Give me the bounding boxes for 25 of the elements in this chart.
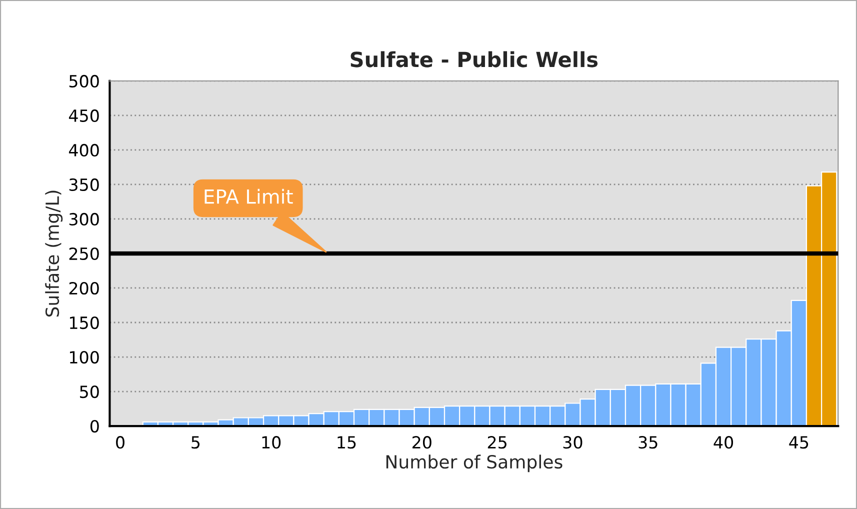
y-tick-label: 150 (70, 316, 99, 330)
y-axis-title: Sulfate (mg/L) (45, 190, 63, 317)
y-tick-label: 450 (68, 109, 99, 122)
y-tick-label: 50 (80, 385, 99, 398)
x-tick-label: 20 (412, 436, 432, 449)
x-tick-label: 15 (338, 436, 356, 449)
y-tick-label: 0 (90, 420, 99, 433)
ref-line-label: EPA Limit (204, 188, 293, 204)
y-tick-label: 250 (69, 247, 99, 260)
y-tick-label: 300 (69, 212, 99, 226)
x-tick-label: 5 (192, 436, 200, 449)
x-tick-label: 40 (714, 436, 734, 449)
y-tick-label: 500 (69, 74, 99, 88)
x-tick-label: 35 (638, 436, 658, 449)
y-tick-label: 350 (69, 178, 99, 192)
y-tick-label: 400 (68, 144, 99, 157)
y-tick-label: 200 (69, 282, 99, 295)
x-tick-label: 25 (488, 436, 506, 449)
x-tick-label: 10 (262, 436, 281, 449)
x-tick-label: 30 (563, 436, 582, 449)
x-tick-label: 0 (116, 436, 124, 449)
chart-title: Sulfate - Public Wells (350, 51, 598, 68)
y-tick-label: 100 (70, 350, 99, 364)
x-tick-label: 45 (789, 436, 808, 449)
x-axis-title: Number of Samples (386, 454, 562, 472)
